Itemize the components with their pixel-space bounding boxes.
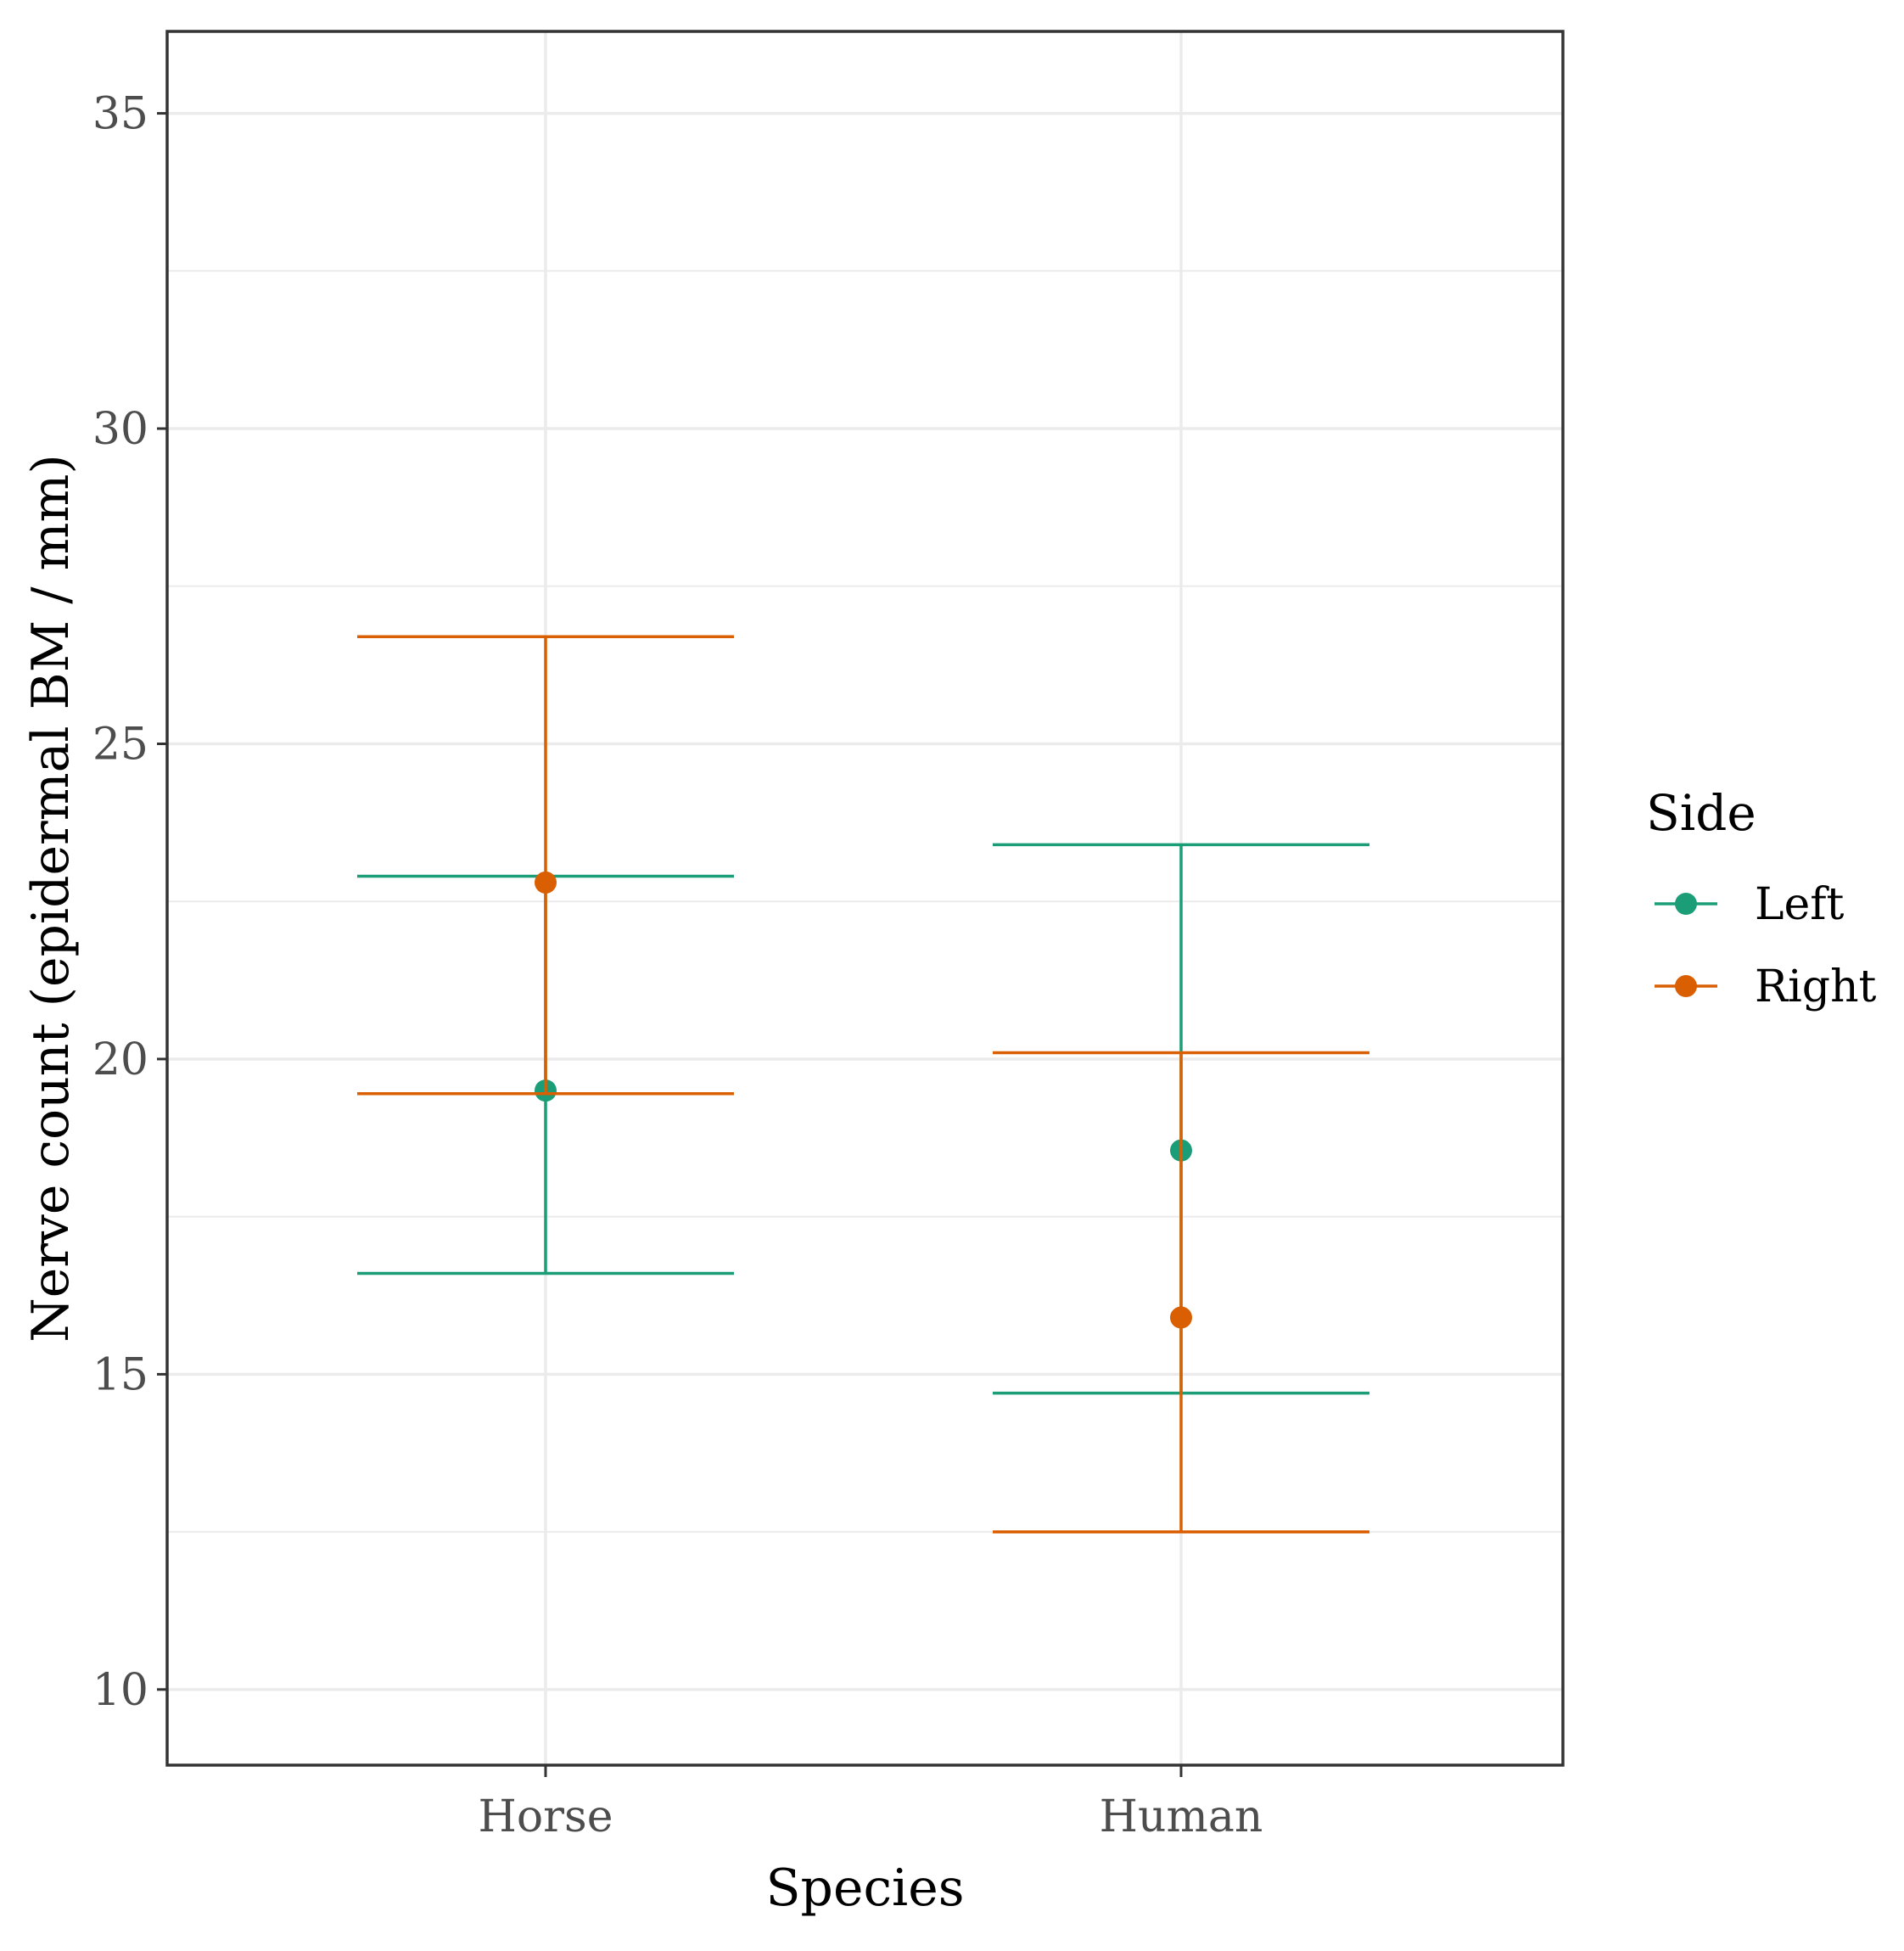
legend-label: Left xyxy=(1755,879,1845,930)
y-tick-label: 35 xyxy=(92,89,148,140)
y-tick-label: 20 xyxy=(92,1034,148,1085)
legend-key-point xyxy=(1675,975,1697,997)
axis-layer: 10 15 20 25 30 35 Horse Human xyxy=(92,89,1263,1842)
y-tick-label: 15 xyxy=(92,1349,148,1400)
mean-point xyxy=(535,871,557,894)
legend: Side Left Right xyxy=(1646,784,1877,1012)
x-tick-label: Human xyxy=(1100,1791,1263,1842)
legend-key-point xyxy=(1675,893,1697,915)
y-axis-title: Nerve count (epidermal BM / mm) xyxy=(21,454,81,1342)
legend-title: Side xyxy=(1646,784,1756,842)
legend-label: Right xyxy=(1755,961,1877,1012)
y-tick-label: 25 xyxy=(92,719,148,770)
plot-panel-border xyxy=(165,30,1565,1767)
y-tick-label: 10 xyxy=(92,1665,148,1716)
series-layer xyxy=(357,635,1369,1533)
x-tick-label: Horse xyxy=(479,1791,613,1842)
mean-point xyxy=(1170,1306,1192,1329)
y-tick-label: 30 xyxy=(92,404,148,455)
x-axis-title: Species xyxy=(765,1858,964,1918)
